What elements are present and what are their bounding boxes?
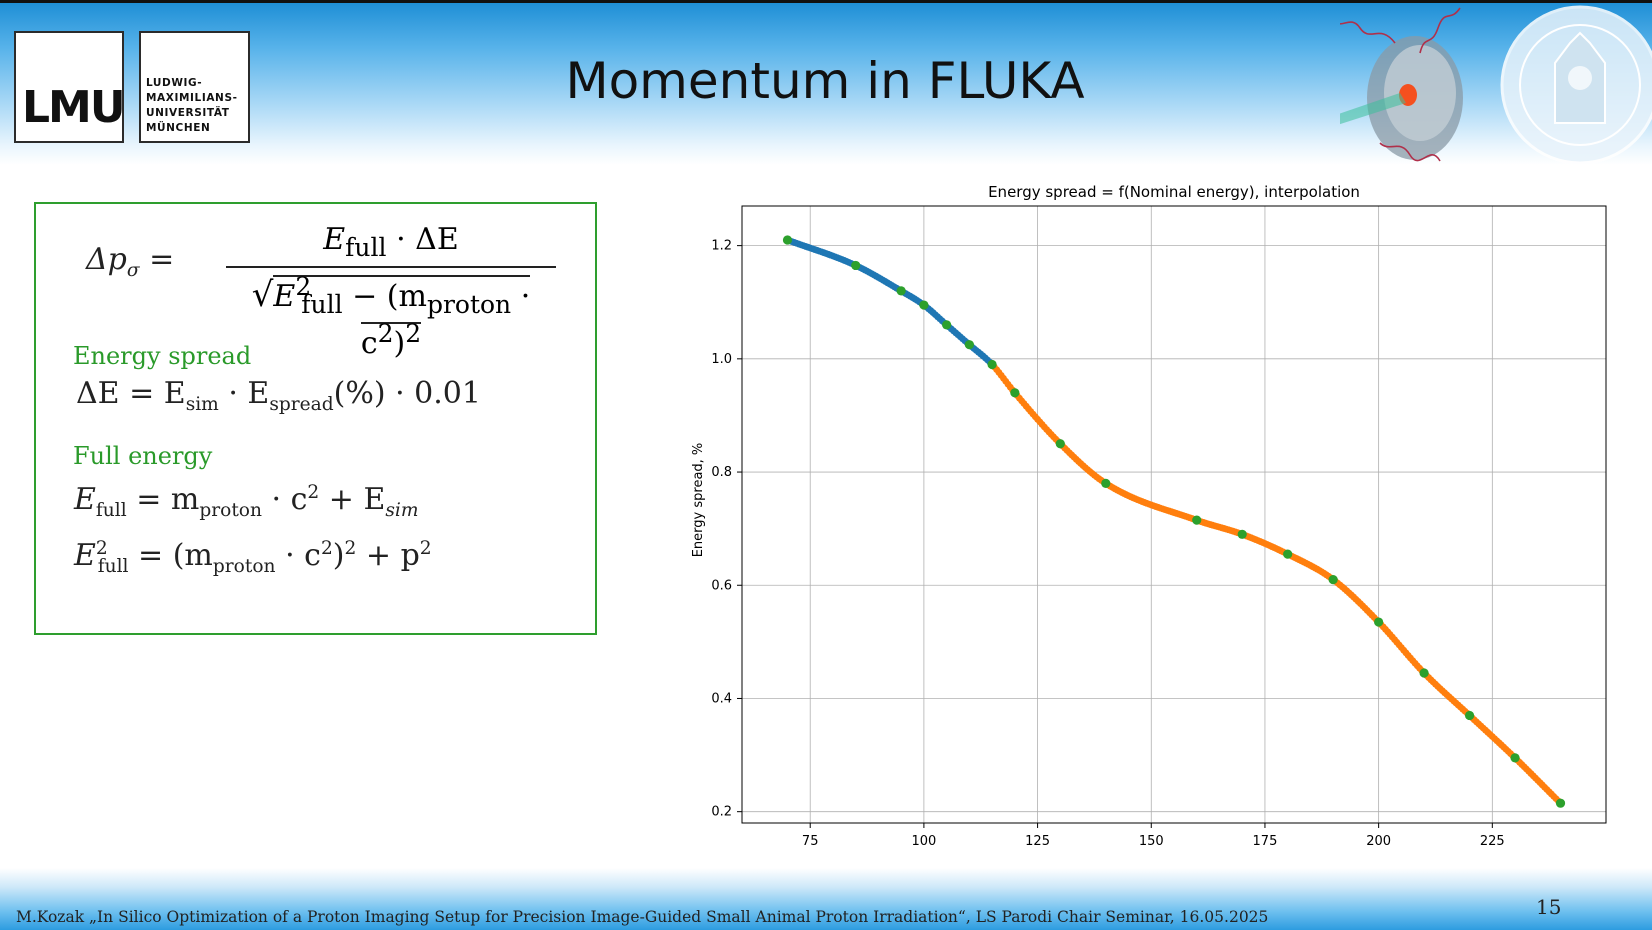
green-data-point (851, 260, 861, 271)
green-data-point (942, 320, 952, 330)
lmu-logo-mark: LMU (22, 82, 126, 133)
green-data-point (1328, 574, 1338, 585)
x-tick-label: 75 (802, 834, 819, 849)
axis-ticks: 75 100 125 150 175 200 225 0.2 0.4 0.6 0.8 1.0 1.2 (711, 239, 1504, 849)
page-number: 15 (1536, 895, 1562, 919)
green-data-point (1510, 753, 1520, 763)
x-tick-label: 200 (1366, 834, 1391, 849)
y-axis-label: Energy spread, % (691, 443, 706, 558)
chart-title: Energy spread = f(Nominal energy), inter… (988, 183, 1360, 201)
green-data-point (1101, 478, 1111, 488)
green-data-point (1237, 529, 1247, 539)
slide-title: Momentum in FLUKA (565, 52, 1085, 110)
logo-line: LUDWIG- (146, 77, 203, 89)
green-data-point (1555, 798, 1566, 808)
plot-data (782, 235, 1566, 808)
logo-line: UNIVERSITÄT (146, 107, 230, 119)
green-data-point (1192, 515, 1202, 525)
green-data-point (1010, 388, 1020, 398)
green-data-point (1283, 549, 1293, 559)
x-tick-label: 100 (911, 834, 936, 849)
green-data-point (1419, 668, 1429, 678)
slide-footer (0, 868, 1652, 930)
y-tick-label: 0.8 (711, 465, 732, 480)
x-tick-label: 125 (1025, 834, 1050, 849)
x-tick-label: 175 (1253, 834, 1278, 849)
energy-spread-formula: ΔE = Esim · Espread(%) · 0.01 (76, 376, 481, 415)
green-data-point (896, 286, 906, 296)
header-decoration (1340, 5, 1652, 165)
top-border (0, 0, 1652, 3)
y-tick-label: 0.6 (711, 578, 732, 593)
full-energy-formula-1: Efull = mproton · c2 + Esim (74, 482, 419, 521)
university-seal-icon (1500, 5, 1652, 165)
y-tick-label: 0.2 (711, 805, 732, 820)
footer-citation: M.Kozak „In Silico Optimization of a Pro… (16, 908, 1269, 926)
logo-line: MÜNCHEN (146, 122, 211, 134)
lmu-logo: LMU (14, 31, 126, 143)
momentum-fraction: Efull · ΔE √E2full − (mproton · c2)2 (226, 222, 556, 361)
y-tick-label: 1.2 (711, 239, 732, 254)
y-tick-label: 1.0 (711, 352, 732, 367)
formula-box: Δpσ = Efull · ΔE √E2full − (mproton · c2… (34, 202, 597, 635)
green-data-point (782, 235, 793, 245)
fraction-bar (226, 266, 556, 268)
momentum-denominator: √E2full − (mproton · c2)2 (251, 272, 531, 361)
full-energy-label: Full energy (73, 442, 213, 470)
full-energy-formula-2: E2full = (mproton · c2)2 + p2 (74, 538, 432, 577)
green-data-point (919, 300, 929, 310)
x-tick-label: 225 (1480, 834, 1505, 849)
logo-line: MAXIMILIANS- (146, 92, 238, 104)
momentum-lhs: Δpσ = (86, 242, 175, 281)
x-tick-label: 150 (1139, 834, 1164, 849)
head-xray-image (1340, 7, 1463, 162)
y-tick-label: 0.4 (711, 691, 732, 706)
green-data-point (987, 359, 997, 370)
momentum-numerator: Efull · ΔE (323, 222, 459, 262)
green-data-point (1374, 617, 1384, 627)
green-data-point (964, 340, 974, 350)
lmu-name-logo: LUDWIG- MAXIMILIANS- UNIVERSITÄT MÜNCHEN (139, 31, 250, 143)
green-data-point (1055, 439, 1065, 449)
plot-frame (741, 205, 1607, 824)
energy-spread-label: Energy spread (73, 342, 252, 370)
green-data-point (1464, 710, 1475, 721)
